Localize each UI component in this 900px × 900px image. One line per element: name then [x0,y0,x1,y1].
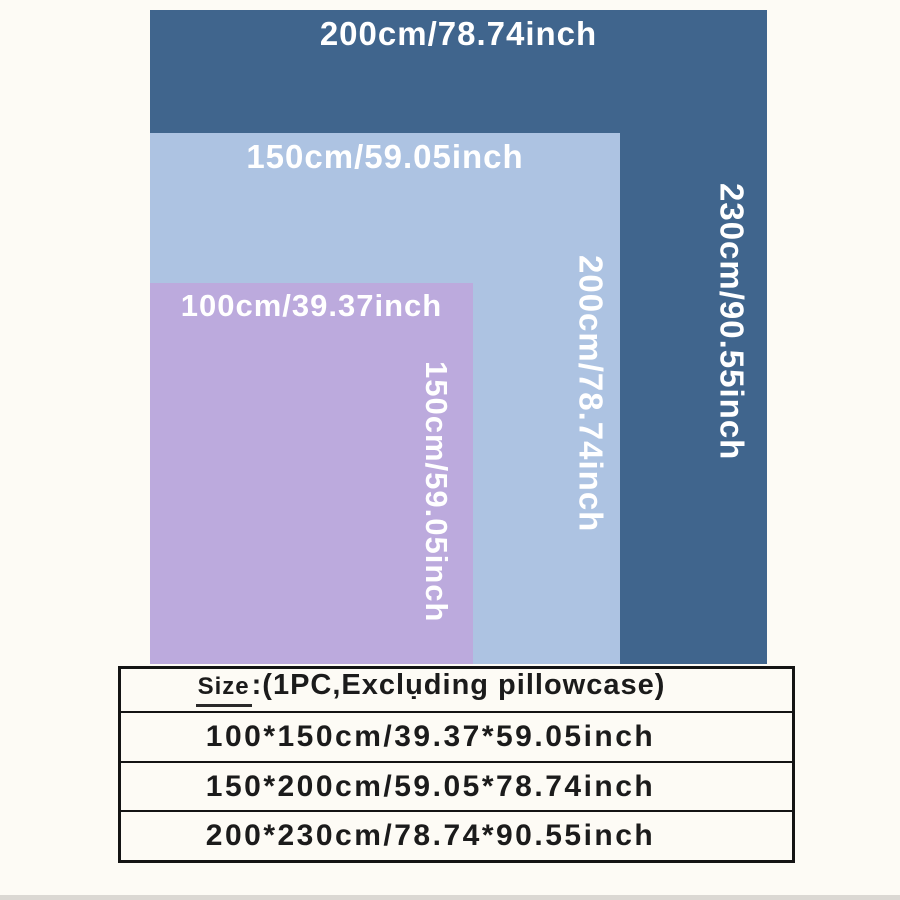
bottom-shadow-strip [0,895,900,900]
size-table: Size:(1PC,Exclụding pillowcase) 100*150c… [118,666,795,863]
width-label-200cm: 200cm/78.74inch [319,15,598,52]
size-row-200x230: 200*230cm/78.74*90.55inch [121,810,792,860]
size-table-header: Size:(1PC,Exclụding pillowcase) [121,669,792,711]
height-label-150cm: 150cm/59.05inch [419,361,455,623]
height-label-200cm: 200cm/78.74inch [572,255,610,533]
size-underlined-label: Size [195,673,252,707]
width-label-150cm: 150cm/59.05inch [246,138,524,175]
width-label-100cm: 100cm/39.37inch [180,288,443,323]
size-header-note: :(1PC,Exclụding pillowcase) [251,669,666,701]
height-label-230cm: 230cm/90.55inch [713,183,751,461]
size-rect-100x150cm [150,283,473,664]
size-row-150x200: 150*200cm/59.05*78.74inch [121,760,792,811]
size-table-header-text: Size:(1PC,Exclụding pillowcase) [195,669,666,707]
size-row-100x150: 100*150cm/39.37*59.05inch [121,711,792,761]
